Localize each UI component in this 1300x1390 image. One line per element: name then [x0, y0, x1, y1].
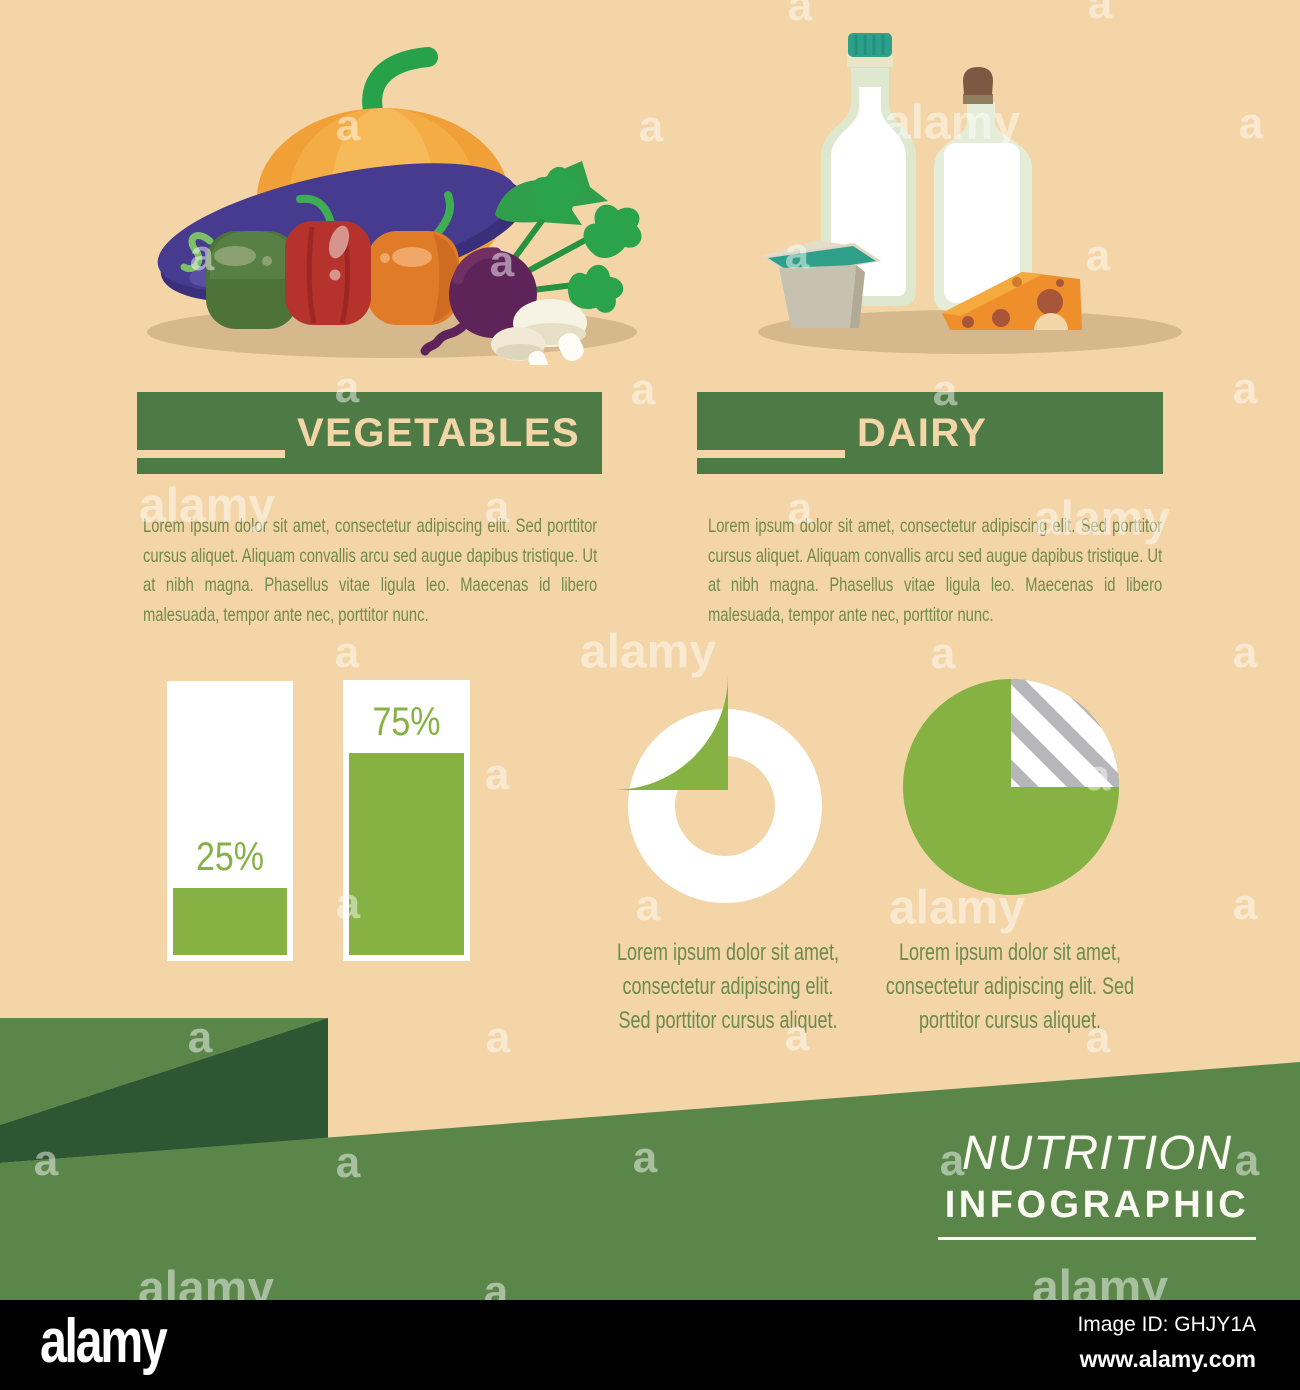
cheese-wedge-icon — [942, 272, 1082, 330]
bar-fill — [349, 753, 464, 955]
watermark-text: a — [1238, 99, 1264, 148]
alamy-url-text: www.alamy.com — [1079, 1346, 1256, 1372]
footer-title-block: NUTRITION INFOGRAPHIC — [917, 1128, 1277, 1240]
watermark-text: a — [485, 1013, 511, 1062]
dairy-header-bar: DAIRY — [697, 392, 1163, 474]
banner-fold-shadow — [0, 1018, 328, 1163]
green-pepper-icon — [180, 231, 298, 329]
footer-title-line1: NUTRITION — [961, 1127, 1233, 1180]
alamy-footer-bar: alamy Image ID: GHJY1A www.alamy.com — [0, 1300, 1300, 1390]
watermark-text: a — [635, 881, 661, 930]
image-id-text: Image ID: GHJY1A — [1077, 1313, 1256, 1336]
watermark-text: alamy — [888, 881, 1026, 935]
mushroom-icon — [491, 299, 587, 365]
dairy-paragraph: Lorem ipsum dolor sit amet, consectetur … — [708, 515, 1163, 626]
watermark-text: a — [630, 365, 656, 414]
watermark-text: a — [484, 750, 510, 799]
header-rule — [137, 450, 285, 458]
watermark-text: a — [33, 1136, 59, 1185]
vegetables-illustration — [147, 47, 642, 365]
watermark-text: a — [930, 629, 956, 678]
red-pepper-icon — [285, 194, 371, 325]
footer-title-line2: INFOGRAPHIC — [944, 1184, 1250, 1226]
dairy-illustration — [758, 33, 1182, 354]
bar-chart-column-1: 25% — [167, 681, 293, 961]
watermark-text: a — [1232, 628, 1258, 677]
donut-caption: Lorem ipsum dolor sit amet, consectetur … — [616, 939, 840, 1034]
watermark-text: a — [632, 1133, 658, 1182]
bar-value-label: 75% — [372, 700, 441, 745]
donut-chart — [613, 675, 822, 903]
pie-caption: Lorem ipsum dolor sit amet, consectetur … — [885, 939, 1135, 1034]
beet-icon — [420, 166, 642, 356]
watermark-text: a — [1232, 880, 1258, 929]
alamy-logo: alamy — [40, 1307, 168, 1376]
alamy-meta: Image ID: GHJY1A www.alamy.com — [1077, 1312, 1256, 1373]
footer-underline — [938, 1237, 1256, 1240]
vegetables-header-bar: VEGETABLES — [137, 392, 602, 474]
pie-chart — [903, 679, 1119, 895]
bar-value-label: 25% — [195, 835, 265, 879]
watermark-text: a — [787, 751, 813, 800]
banner-fold-top — [0, 1018, 328, 1125]
bar-chart-column-2: 75% — [343, 680, 470, 961]
watermark-text: a — [334, 628, 360, 677]
corked-bottle-icon — [934, 67, 1032, 311]
bar-fill — [173, 888, 287, 955]
watermark-text: a — [335, 1138, 361, 1187]
watermark-text: alamy — [579, 625, 717, 679]
header-rule — [697, 450, 845, 458]
watermark-text: a — [187, 1013, 213, 1062]
vegetables-paragraph: Lorem ipsum dolor sit amet, consectetur … — [143, 515, 598, 626]
donut-highlight-slice — [613, 675, 728, 790]
watermark-text: a — [1085, 751, 1111, 800]
yogurt-cup-icon — [762, 240, 881, 328]
pie-hatched-slice — [1011, 679, 1119, 787]
vegetables-title: VEGETABLES — [297, 411, 581, 455]
watermark-text: a — [1232, 364, 1258, 413]
dairy-title: DAIRY — [857, 411, 988, 455]
